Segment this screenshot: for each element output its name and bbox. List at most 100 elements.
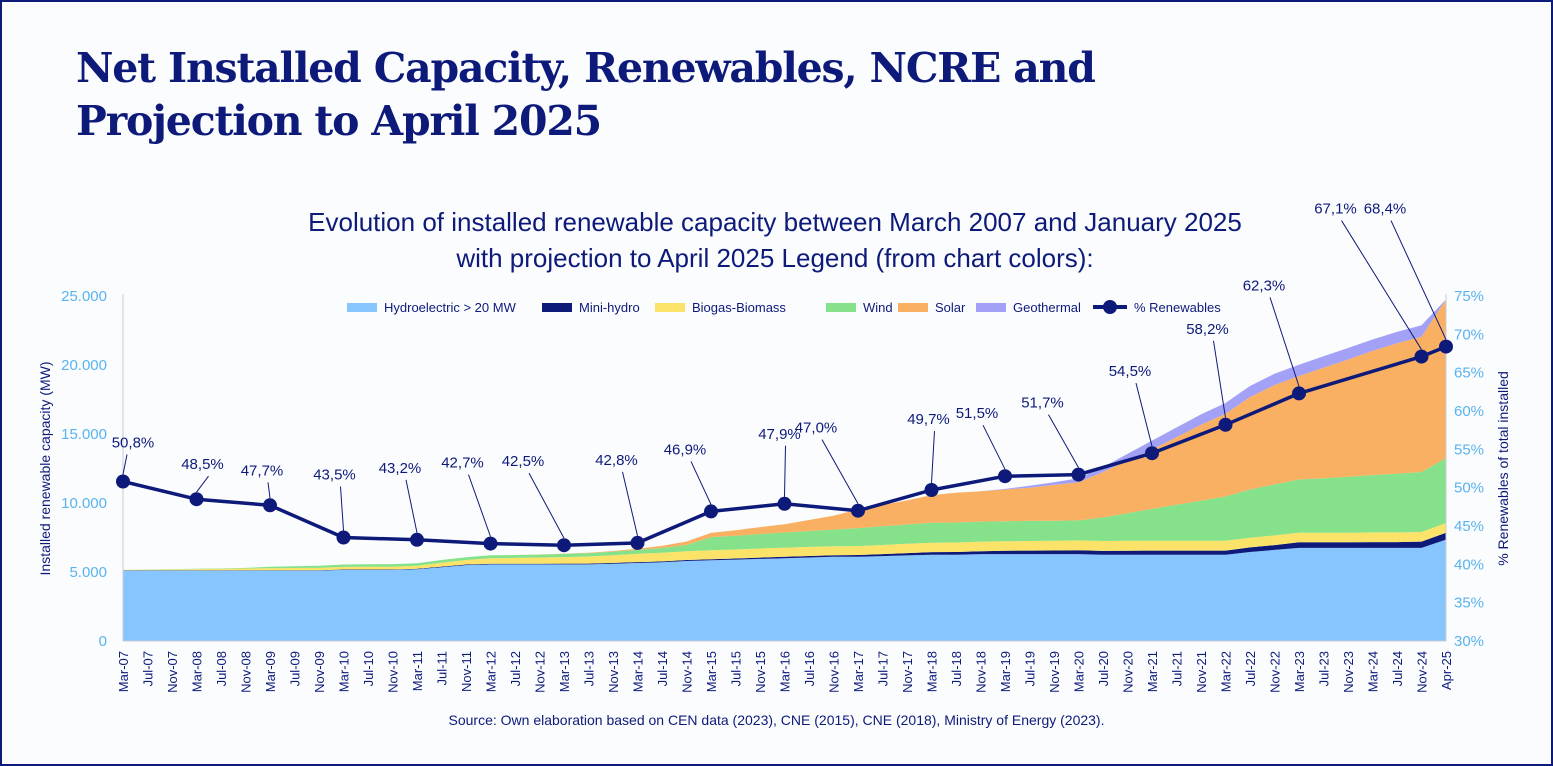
source-note: Source: Own elaboration based on CEN dat… (448, 712, 1105, 728)
y2-tick-label: 60% (1454, 403, 1484, 420)
x-tick-label: Jul-10 (361, 651, 376, 686)
pct-label: 46,9% (664, 441, 707, 458)
x-tick-label: Mar-21 (1145, 651, 1160, 692)
x-tick-label: Nov-07 (165, 651, 180, 693)
pct-label: 54,5% (1109, 363, 1152, 380)
pct-point (924, 483, 939, 497)
pct-label: 47,0% (795, 420, 838, 437)
x-tick-label: Nov-12 (533, 651, 548, 693)
x-tick-label: Mar-23 (1292, 651, 1307, 692)
x-tick-label: Jul-24 (1390, 651, 1405, 686)
pct-label: 49,7% (907, 411, 950, 428)
pct-point (1292, 386, 1306, 401)
x-tick-label: Nov-16 (827, 651, 842, 693)
area-mini-hydro (123, 532, 1446, 571)
pct-label: 58,2% (1186, 321, 1229, 338)
pct-label: 42,8% (595, 452, 638, 469)
x-tick-label: Jul-20 (1096, 651, 1111, 686)
pct-leader-line (982, 424, 1006, 470)
pct-label: 51,5% (956, 405, 999, 422)
pct-point (189, 492, 204, 507)
pct-leader-line (821, 439, 859, 504)
pct-point (557, 538, 571, 553)
legend-swatch (542, 303, 572, 312)
x-tick-label: Jul-17 (876, 651, 891, 686)
legend-label: Hydroelectric > 20 MW (384, 300, 517, 315)
x-tick-label: Mar-07 (116, 651, 131, 692)
x-tick-label: Mar-12 (484, 651, 499, 692)
legend-swatch (826, 303, 856, 312)
x-tick-label: Jul-12 (508, 651, 523, 686)
x-tick-label: Nov-14 (680, 651, 695, 693)
pct-leader-line (468, 474, 491, 537)
pct-point (336, 530, 351, 545)
y2-tick-label: 30% (1454, 633, 1484, 650)
pct-label: 43,5% (313, 467, 356, 484)
x-tick-label: Mar-22 (1219, 651, 1234, 692)
x-tick-label: Jul-16 (802, 651, 817, 686)
pct-point (630, 535, 645, 550)
pct-leader-line (1135, 383, 1153, 447)
area-geothermal (123, 299, 1446, 570)
pct-leader-line (405, 479, 418, 533)
x-tick-label: Nov-24 (1415, 651, 1430, 693)
x-tick-label: Jul-22 (1243, 651, 1258, 686)
y2-tick-label: 75% (1454, 288, 1484, 305)
pct-label: 67,1% (1314, 201, 1357, 218)
chart-title-line-1: Evolution of installed renewable capacit… (308, 207, 1242, 237)
x-tick-label: Mar-18 (925, 651, 940, 692)
legend-label: Geothermal (1013, 300, 1081, 315)
x-tick-label: Mar-19 (998, 651, 1013, 692)
legend-label: Wind (863, 300, 893, 315)
pct-point (851, 503, 865, 518)
page-title-line-2: Projection to April 2025 (76, 97, 602, 145)
x-tick-label: Jul-23 (1317, 651, 1332, 686)
x-tick-label: Nov-17 (900, 651, 915, 693)
y2-tick-label: 70% (1454, 326, 1484, 343)
x-tick-label: Mar-08 (190, 651, 205, 692)
area-wind (123, 458, 1446, 570)
pct-leader-line (784, 445, 786, 497)
pct-point (1218, 417, 1233, 432)
pct-label: 42,7% (441, 455, 484, 472)
pct-point (704, 504, 718, 519)
x-tick-label: Jul-13 (582, 651, 597, 686)
legend-label: Biogas-Biomass (692, 300, 786, 315)
pct-label: 43,2% (379, 460, 422, 477)
x-tick-label: Mar-09 (263, 651, 278, 692)
pct-point (1414, 349, 1429, 364)
pct-leader-line (340, 486, 344, 531)
pct-label: 50,8% (112, 435, 155, 452)
y2-tick-label: 40% (1454, 556, 1484, 573)
pct-leader-line (1269, 297, 1300, 387)
pct-leader-line (1390, 220, 1447, 340)
x-tick-label: Jul-11 (435, 651, 450, 685)
pct-leader-line (931, 430, 935, 483)
pct-leader-line (690, 461, 712, 505)
y-tick-label: 0 (99, 633, 107, 650)
x-tick-label: Mar-17 (851, 651, 866, 692)
page-title: Net Installed Capacity, Renewables, NCRE… (76, 42, 1176, 148)
x-tick-label: Nov-20 (1121, 651, 1136, 693)
pct-point (998, 469, 1012, 484)
pct-label: 47,7% (241, 462, 284, 479)
x-tick-label: Mar-15 (704, 651, 719, 692)
pct-leader-line (267, 482, 271, 499)
x-tick-label: Jul-09 (288, 651, 303, 686)
x-tick-label: Nov-09 (312, 651, 327, 693)
area-hydroelectric-20-mw (123, 539, 1446, 641)
pct-point (1145, 446, 1159, 461)
pct-point (777, 496, 792, 511)
area-biogas-biomass (123, 523, 1446, 571)
x-tick-label: Mar-10 (337, 651, 352, 692)
x-tick-label: Mar-13 (557, 651, 572, 692)
x-tick-label: Nov-21 (1194, 651, 1209, 693)
pct-leader-line (1341, 220, 1422, 350)
pct-point (263, 498, 277, 513)
pct-label: 51,7% (1021, 395, 1064, 412)
x-tick-label: Nov-19 (1047, 651, 1062, 693)
y2-tick-label: 65% (1454, 365, 1484, 382)
pct-label: 42,5% (502, 453, 545, 470)
x-tick-label: Jul-18 (949, 651, 964, 686)
